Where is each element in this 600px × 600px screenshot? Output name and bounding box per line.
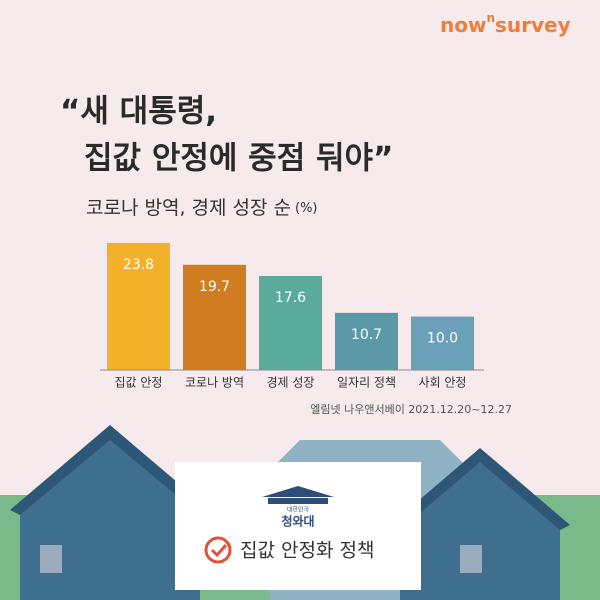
x-tick-label: 집값 안정	[115, 376, 163, 390]
plot: 23.8 집값 안정 19.7 코로나 방역 17.6 경제 성장 10.7 일자리 정책 10…	[107, 242, 474, 390]
subtitle: 코로나 방역, 경제 성장 순 (%)	[86, 197, 318, 219]
card-country: 대한민국	[287, 506, 310, 514]
subtitle-text: 코로나 방역, 경제 성장 순	[86, 197, 291, 219]
bar	[335, 312, 398, 370]
value-label: 19.7	[199, 279, 230, 295]
bar	[183, 264, 246, 370]
brand-part: survey	[495, 13, 571, 37]
card-office: 청와대	[281, 514, 314, 529]
check-mark	[210, 543, 228, 558]
bar	[259, 276, 322, 370]
x-tick-label: 사회 안정	[419, 376, 467, 390]
card-policy: 집값 안정화 정책	[240, 540, 374, 562]
value-label: 23.8	[123, 257, 154, 273]
window	[460, 545, 482, 573]
value-label: 10.0	[427, 331, 458, 347]
value-label: 17.6	[275, 290, 306, 306]
check-circle	[204, 536, 232, 564]
brand: nownsurvey	[440, 11, 571, 37]
bar	[411, 316, 474, 370]
window	[40, 545, 62, 573]
value-label: 10.7	[351, 327, 382, 343]
card	[175, 462, 421, 590]
brand-part: n	[486, 11, 495, 25]
x-tick-label: 일자리 정책	[337, 375, 396, 390]
bar	[107, 242, 170, 370]
source: 엘림넷 나우앤서베이 2021.12.20~12.27	[310, 403, 512, 416]
x-tick-label: 경제 성장	[267, 376, 315, 390]
unit: (%)	[295, 201, 318, 216]
x-tick-label: 코로나 방역	[185, 376, 244, 390]
title-line: 집값 안정에 중점 둬야”	[84, 141, 393, 177]
blue-house-logo	[262, 486, 334, 504]
title-line: “새 대통령,	[60, 94, 217, 130]
brand-part: now	[440, 13, 486, 37]
